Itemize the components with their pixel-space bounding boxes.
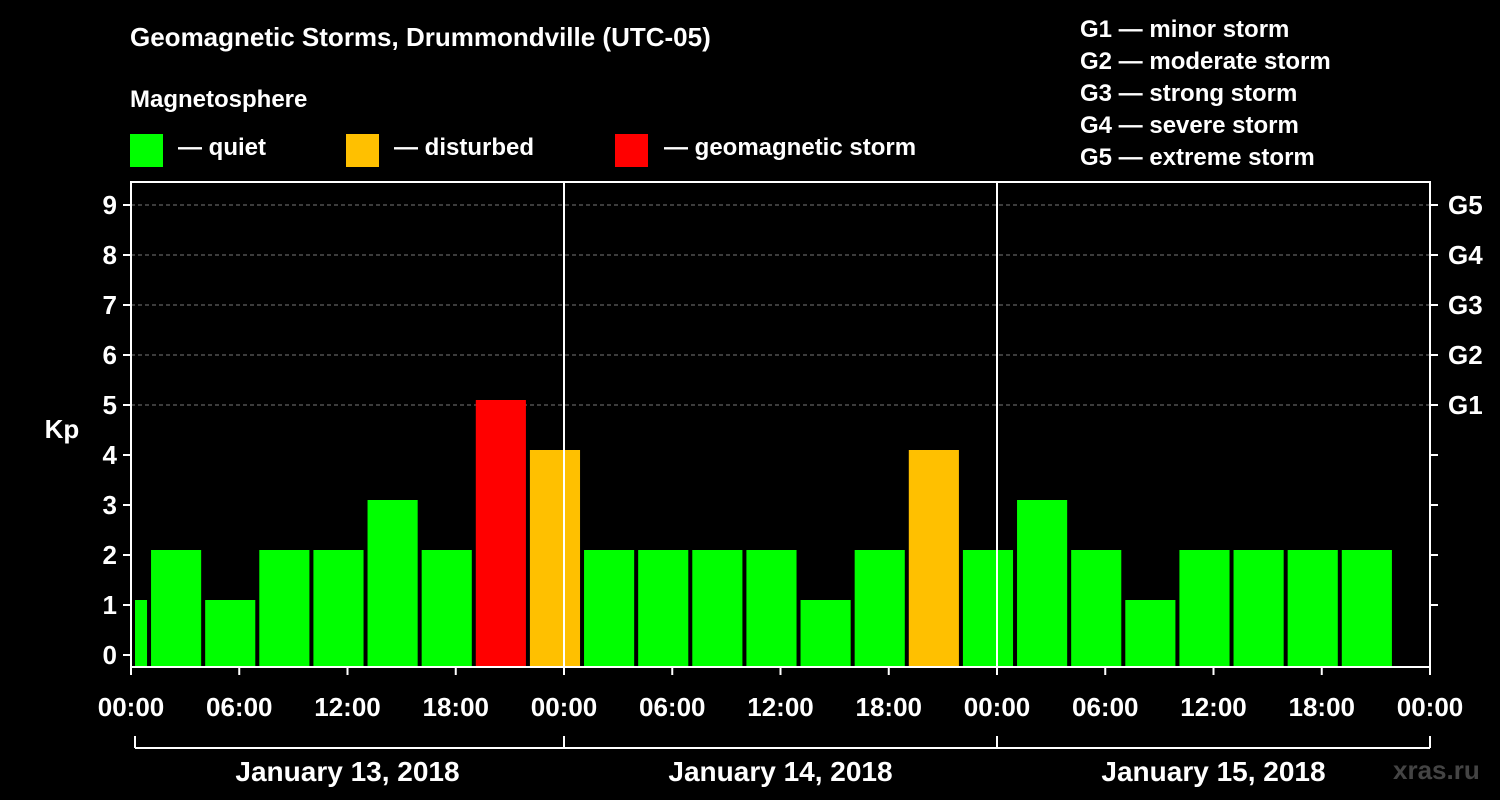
- chart-title: Geomagnetic Storms, Drummondville (UTC-0…: [130, 22, 711, 52]
- g-scale-label: G5: [1448, 190, 1483, 220]
- x-tick-label: 06:00: [206, 692, 273, 722]
- kp-bar: [1287, 550, 1338, 667]
- y-tick-label: 8: [103, 240, 117, 270]
- kp-bar: [908, 450, 959, 667]
- kp-bar: [1341, 550, 1392, 667]
- storm-scale-legend: G1 — minor storm G2 — moderate storm G3 …: [1080, 14, 1331, 174]
- y-tick-label: 9: [103, 190, 117, 220]
- kp-bar: [1017, 500, 1068, 667]
- legend-swatch-storm: [615, 134, 648, 167]
- kp-bar: [1179, 550, 1230, 667]
- x-tick-label: 18:00: [1289, 692, 1356, 722]
- y-tick-label: 5: [103, 390, 117, 420]
- y-tick-label: 1: [103, 590, 117, 620]
- kp-bar: [746, 550, 797, 667]
- y-tick-label: 0: [103, 640, 117, 670]
- g-scale-label: G3: [1448, 290, 1483, 320]
- kp-bar: [367, 500, 418, 667]
- x-tick-label: 00:00: [531, 692, 598, 722]
- g-scale-label: G1: [1448, 390, 1483, 420]
- x-tick-label: 12:00: [1180, 692, 1247, 722]
- storm-scale-g5: G5 — extreme storm: [1080, 144, 1315, 171]
- kp-bar: [1071, 550, 1122, 667]
- kp-bar: [259, 550, 310, 667]
- kp-bar: [1233, 550, 1284, 667]
- kp-bar: [205, 600, 256, 667]
- x-tick-label: 06:00: [1072, 692, 1139, 722]
- storm-scale-g2: G2 — moderate storm: [1080, 48, 1331, 75]
- legend-swatch-quiet: [130, 134, 163, 167]
- kp-bar: [638, 550, 689, 667]
- kp-bar: [962, 550, 1014, 667]
- y-tick-label: 3: [103, 490, 117, 520]
- legend-label-quiet: — quiet: [178, 134, 266, 161]
- x-tick-label: 00:00: [1397, 692, 1464, 722]
- kp-bar: [421, 550, 472, 667]
- y-tick-label: 4: [103, 440, 118, 470]
- storm-scale-g3: G3 — strong storm: [1080, 80, 1298, 107]
- y-tick-label: 6: [103, 340, 117, 370]
- x-tick-label: 18:00: [423, 692, 490, 722]
- day-label: January 13, 2018: [235, 756, 459, 787]
- storm-scale-g4: G4 — severe storm: [1080, 112, 1299, 139]
- kp-bar: [151, 550, 202, 667]
- y-tick-label: 2: [103, 540, 117, 570]
- x-tick-label: 00:00: [964, 692, 1031, 722]
- day-label: January 15, 2018: [1101, 756, 1325, 787]
- storm-scale-g1: G1 — minor storm: [1080, 16, 1290, 43]
- legend-label-disturbed: — disturbed: [394, 134, 535, 161]
- g-scale-label: G2: [1448, 340, 1483, 370]
- x-tick-label: 12:00: [747, 692, 814, 722]
- kp-bar: [529, 450, 581, 667]
- magnetosphere-title: Magnetosphere: [130, 86, 308, 113]
- kp-bar: [692, 550, 743, 667]
- watermark: xras.ru: [1393, 755, 1480, 785]
- day-label: January 14, 2018: [668, 756, 892, 787]
- kp-bar: [800, 600, 851, 667]
- g-scale-label: G4: [1448, 240, 1483, 270]
- kp-bar: [313, 550, 364, 667]
- y-tick-label: 7: [103, 290, 117, 320]
- kp-bar: [135, 600, 148, 667]
- x-tick-label: 00:00: [98, 692, 165, 722]
- legend-label-storm: — geomagnetic storm: [664, 134, 917, 161]
- kp-bar: [475, 400, 526, 667]
- kp-bar: [854, 550, 905, 667]
- kp-bar: [584, 550, 635, 667]
- x-tick-label: 06:00: [639, 692, 706, 722]
- legend-swatch-disturbed: [346, 134, 379, 167]
- kp-bar: [1125, 600, 1176, 667]
- y-axis-label: Kp: [45, 414, 80, 444]
- x-tick-label: 18:00: [856, 692, 923, 722]
- x-tick-label: 12:00: [314, 692, 381, 722]
